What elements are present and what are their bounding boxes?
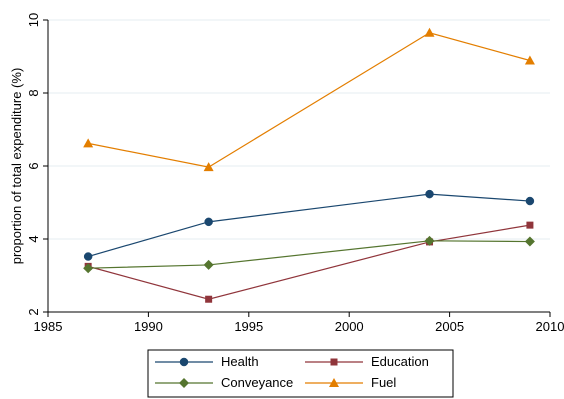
series-line-education: [88, 224, 531, 300]
legend-item-conveyance: Conveyance: [155, 375, 293, 390]
data-point-fuel-2009: [524, 55, 535, 65]
data-point-education-2009: [526, 221, 534, 229]
data-point-education-1993: [205, 295, 213, 303]
legend-marker-conveyance: [179, 378, 189, 388]
data-point-fuel-1993: [203, 162, 214, 172]
legend-item-education: Education: [305, 354, 429, 369]
y-tick-label-8: 8: [26, 89, 41, 96]
x-tick-label-1995: 1995: [234, 319, 263, 334]
legend-item-fuel: Fuel: [305, 375, 396, 390]
axes: 2 4 6 8 10 1985 1990 1995 2000 2005 2010: [26, 13, 564, 334]
legend: Health Education Conveyance Fuel: [147, 349, 454, 398]
legend-label-health: Health: [221, 354, 259, 369]
data-point-health-2009: [525, 196, 535, 206]
x-tick-label-2010: 2010: [536, 319, 564, 334]
legend-box: [147, 349, 454, 398]
series-line-conveyance: [88, 240, 530, 269]
x-tick-label-2005: 2005: [435, 319, 464, 334]
series-health: [83, 189, 535, 261]
data-point-conveyance-2004: [424, 235, 435, 246]
series-fuel: [83, 27, 535, 172]
data-point-health-1987: [83, 252, 93, 261]
legend-marker-education: [330, 358, 338, 366]
legend-marker-health: [179, 357, 189, 367]
y-tick-label-2: 2: [26, 308, 41, 315]
x-tick-label-1985: 1985: [34, 319, 63, 334]
y-axis-title: proportion of total expenditure (%): [9, 68, 24, 265]
series-line-health: [87, 193, 530, 258]
data-point-conveyance-1993: [203, 259, 214, 270]
x-tick-label-1990: 1990: [134, 319, 163, 334]
legend-label-fuel: Fuel: [371, 375, 396, 390]
x-tick-label-2000: 2000: [335, 319, 364, 334]
legend-label-education: Education: [371, 354, 429, 369]
y-tick-label-4: 4: [26, 235, 41, 242]
y-tick-label-6: 6: [26, 162, 41, 169]
y-tick-label-10: 10: [26, 13, 41, 27]
series-conveyance: [83, 235, 535, 274]
legend-label-conveyance: Conveyance: [221, 375, 293, 390]
data-point-conveyance-2009: [524, 236, 535, 247]
legend-item-health: Health: [155, 354, 259, 369]
data-point-fuel-2004: [424, 27, 435, 37]
series-lines: [83, 27, 535, 303]
data-point-conveyance-1987: [83, 263, 94, 274]
series-line-fuel: [88, 32, 531, 168]
data-point-health-2004: [425, 189, 434, 199]
data-point-fuel-1987: [83, 138, 94, 148]
data-point-health-1993: [204, 217, 213, 227]
legend-marker-fuel: [329, 378, 339, 387]
